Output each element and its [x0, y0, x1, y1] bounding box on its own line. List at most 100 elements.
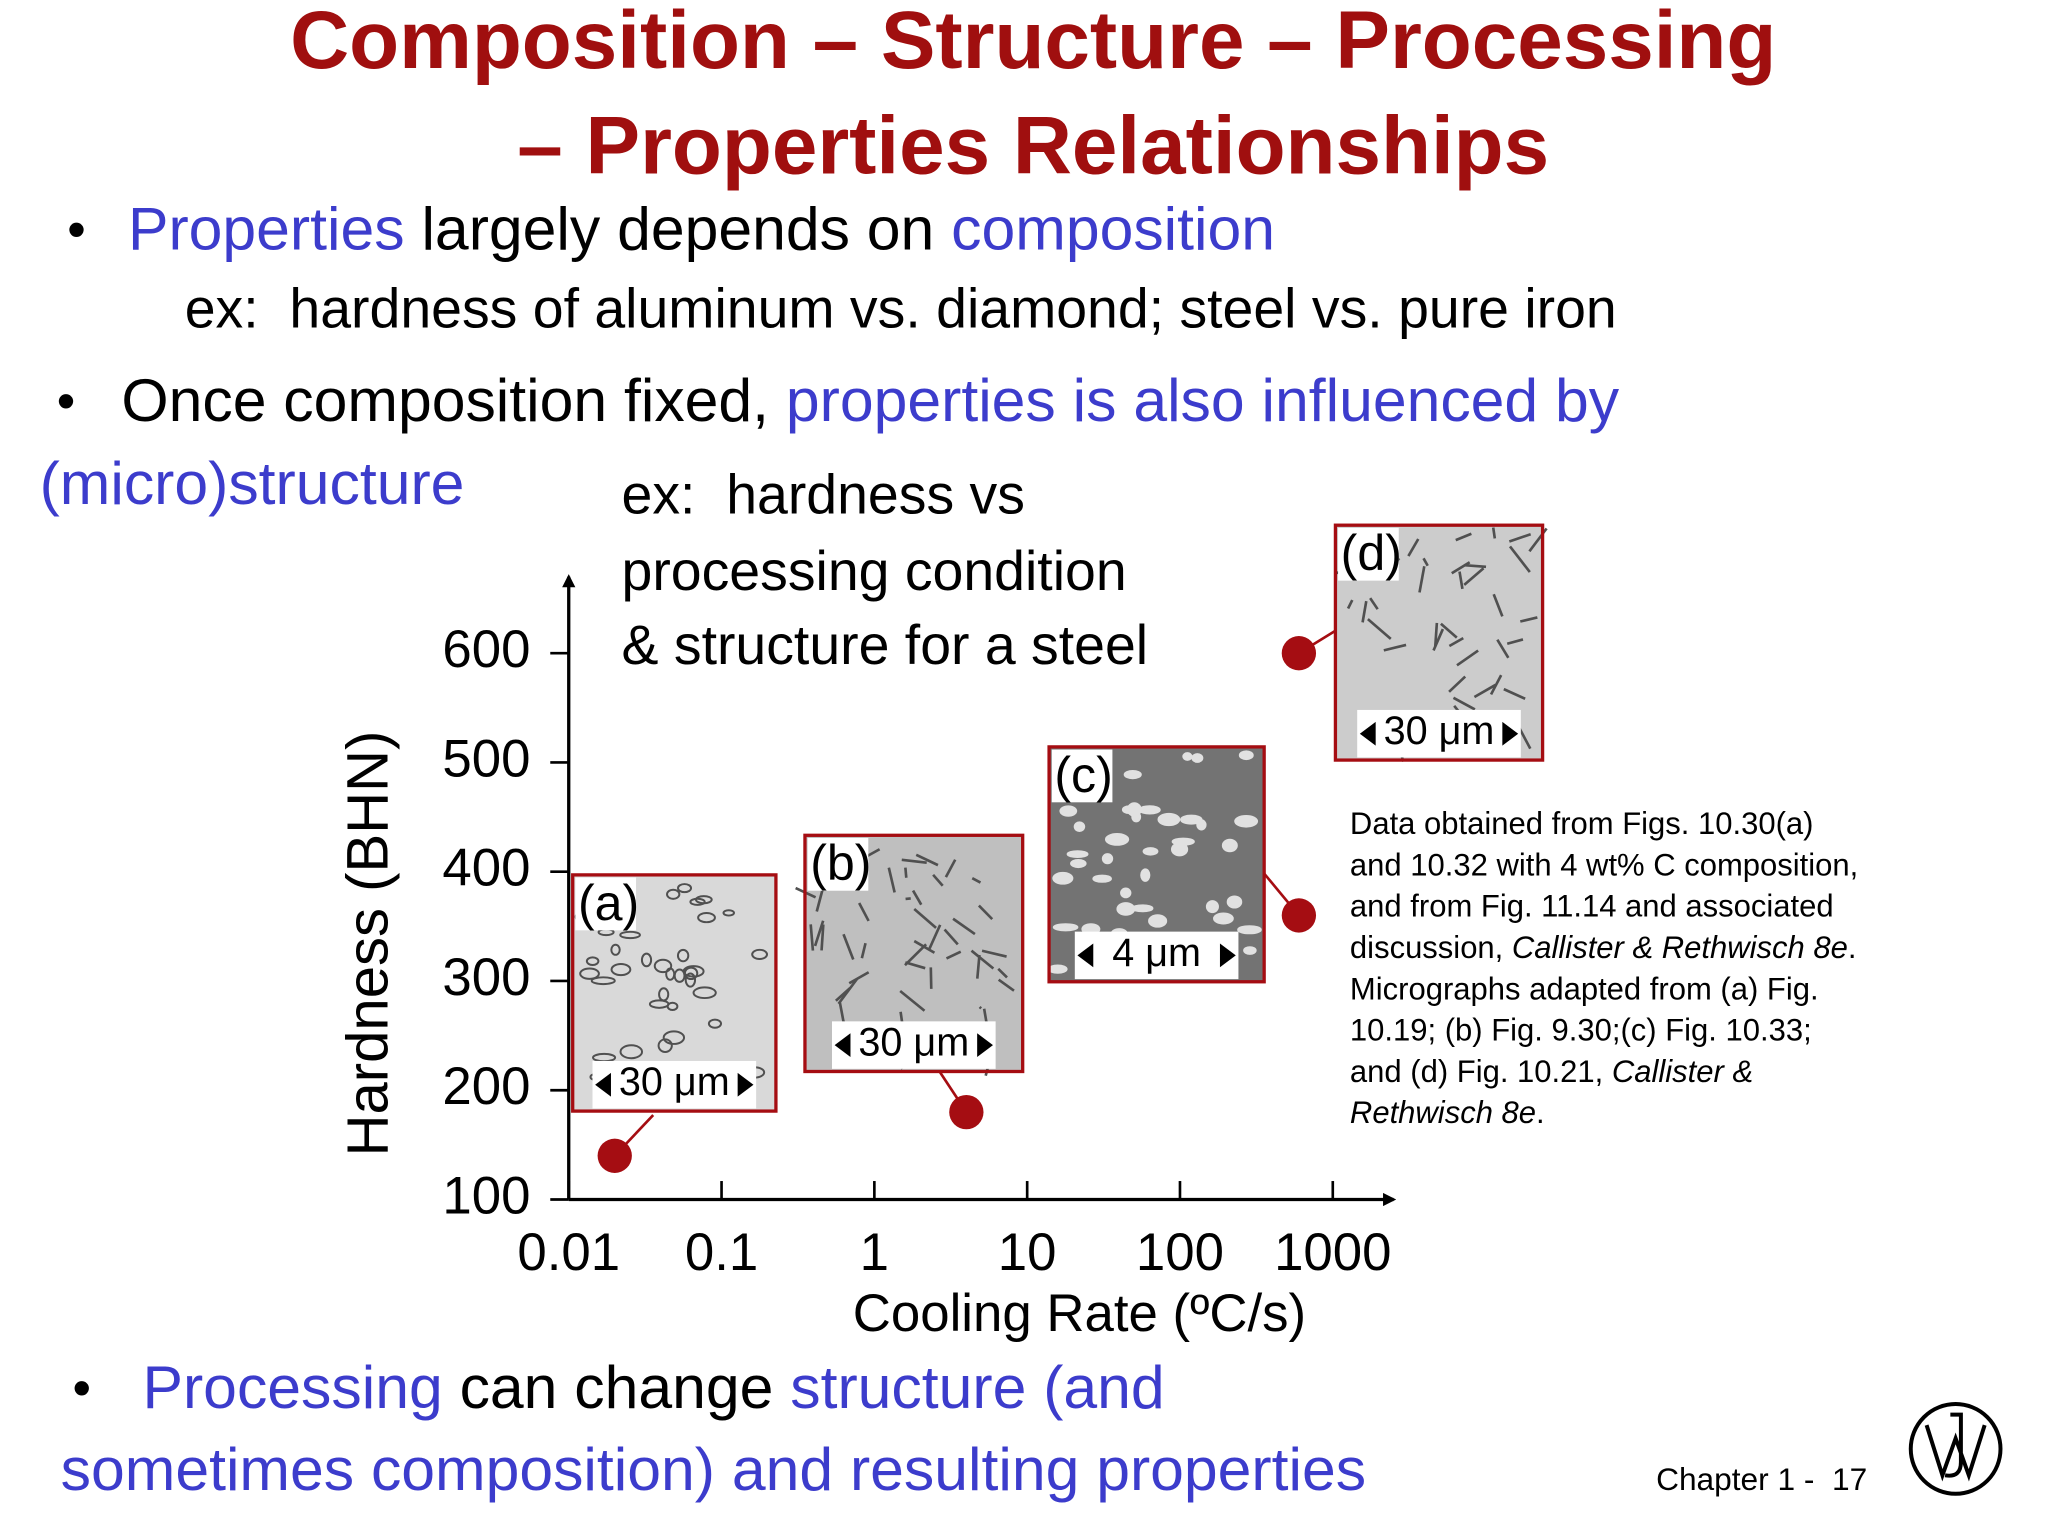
source-note: Data obtained from Figs. 10.30(a): [1350, 806, 1814, 841]
micrograph-texture: [1369, 597, 1379, 610]
micrograph-texture: [1243, 946, 1257, 955]
micrograph-label-bg: [1338, 527, 1399, 581]
micrograph-texture: [707, 1018, 723, 1029]
bullet-text: Processing can change structure (and: [143, 1353, 1165, 1421]
micrograph-frame: [1333, 523, 1545, 762]
micrograph-texture: [1070, 859, 1087, 869]
micrograph-texture: [820, 924, 825, 951]
micrograph-texture: [684, 972, 697, 988]
bullet-symbol: •: [57, 372, 75, 431]
micrograph-label: (d): [1341, 525, 1402, 581]
text-segment: and 10.32 with 4 wt% C composition,: [1350, 848, 1858, 883]
micrograph-texture: [977, 904, 994, 921]
micrograph-texture: [1120, 887, 1132, 899]
x-tick-label: 1: [860, 1223, 889, 1282]
scale-bar-label: 30 μm: [858, 1021, 969, 1065]
micrograph-texture: [1451, 561, 1471, 575]
micrograph-texture: [970, 949, 995, 970]
source-note: discussion, Callister & Rethwisch 8e.: [1350, 930, 1857, 965]
micrograph-texture: [899, 989, 926, 1012]
text-segment: Rethwisch 8e: [1350, 1095, 1536, 1130]
micrograph-texture: [1433, 622, 1439, 647]
micrograph-texture: [1422, 557, 1429, 567]
micrograph-texture: [1456, 649, 1479, 667]
micrograph-texture: [640, 952, 653, 968]
micrograph-label-bg: [807, 837, 869, 891]
micrograph-texture: [1473, 683, 1497, 699]
micrograph-texture: [997, 967, 1008, 979]
source-note: and (d) Fig. 10.21, Callister &: [1350, 1054, 1753, 1089]
micrograph-label: (c): [1054, 747, 1112, 803]
micrograph-texture: [1448, 675, 1467, 693]
text-segment: Callister &: [1612, 1054, 1753, 1089]
scale-bar-arrows: [834, 1033, 993, 1057]
scale-bar-label: 4 μm: [1112, 931, 1201, 975]
micrograph-texture: [904, 943, 928, 967]
micrograph-texture: [1140, 868, 1151, 882]
scale-bar-arrows: [1077, 943, 1236, 968]
micrograph-texture: [1052, 871, 1074, 885]
y-tick-label: 600: [442, 620, 530, 679]
micrograph-texture: [1171, 837, 1195, 846]
x-tick-label: 0.01: [517, 1223, 620, 1282]
micrograph-texture: [662, 1030, 686, 1045]
micrograph-texture: [997, 978, 1015, 992]
y-tick-label: 100: [442, 1166, 530, 1225]
micrograph-texture: [1491, 527, 1497, 539]
slide-title: – Properties Relationships: [517, 100, 1549, 191]
micrograph-texture: [1407, 538, 1420, 557]
micrograph-label-bg: [1051, 749, 1113, 803]
micrograph-texture: [1455, 532, 1472, 542]
micrograph-texture: [610, 943, 621, 956]
scale-bar-bg: [1357, 709, 1521, 758]
micrograph-texture: [1213, 912, 1234, 925]
micrograph-frame: [803, 833, 1025, 1074]
text-segment: 10.19; (b) Fig. 9.30;(c) Fig. 10.33;: [1350, 1013, 1812, 1048]
micrograph-texture: [673, 968, 686, 983]
micrograph-texture: [1148, 914, 1168, 928]
text-segment: and (d) Fig. 10.21,: [1350, 1054, 1612, 1089]
micrograph-texture: [1238, 750, 1254, 761]
x-axis-label: Cooling Rate (ºC/s): [853, 1284, 1306, 1343]
x-tick-label: 0.1: [685, 1223, 758, 1282]
micrograph-texture: [1432, 628, 1445, 651]
text-segment: .: [1536, 1095, 1545, 1130]
source-note: 10.19; (b) Fig. 9.30;(c) Fig. 10.33;: [1350, 1013, 1812, 1048]
text-segment: can change: [443, 1353, 791, 1421]
text-segment: discussion,: [1350, 930, 1512, 965]
micrograph-texture: [981, 949, 1007, 958]
micrograph-texture: [815, 888, 825, 912]
micrograph-texture: [1383, 643, 1407, 652]
micrograph-texture: [1104, 833, 1130, 846]
text-segment: and from Fig. 11.14 and associated: [1350, 889, 1834, 924]
micrograph-texture: [944, 859, 957, 878]
micrograph-texture: [971, 876, 982, 884]
micrograph-texture: [813, 920, 825, 947]
text-segment: structure (and: [790, 1353, 1164, 1421]
micrograph-texture: [952, 917, 976, 936]
micrograph-texture: [579, 967, 600, 980]
bullet-text: sometimes composition) and resulting pro…: [61, 1435, 1366, 1503]
micrograph-texture: [913, 907, 937, 929]
text-segment: composition: [951, 195, 1275, 263]
micrograph-frame: [571, 873, 778, 1113]
y-tick-label: 500: [442, 729, 530, 788]
micrograph-texture: [751, 948, 769, 961]
scale-bar-label: 30 μm: [1384, 709, 1495, 753]
micrograph-label-bg: [575, 877, 637, 931]
micrograph-texture: [842, 933, 855, 960]
micrograph-texture: [657, 1038, 673, 1053]
text-segment: Data obtained from Figs. 10.30(a): [1350, 806, 1814, 841]
micrograph-texture: [1066, 850, 1089, 859]
text-segment: Processing: [143, 1353, 443, 1421]
micrograph: (b) 30 μm: [795, 833, 1025, 1077]
micrograph-texture: [1121, 805, 1136, 814]
micrograph-texture: [1182, 752, 1193, 761]
micrograph-texture: [1448, 637, 1464, 648]
micrograph-label: (a): [578, 875, 639, 931]
source-note: and from Fig. 11.14 and associated: [1350, 889, 1834, 924]
micrograph-texture: [1489, 674, 1503, 696]
micrograph-texture: [837, 978, 859, 1005]
